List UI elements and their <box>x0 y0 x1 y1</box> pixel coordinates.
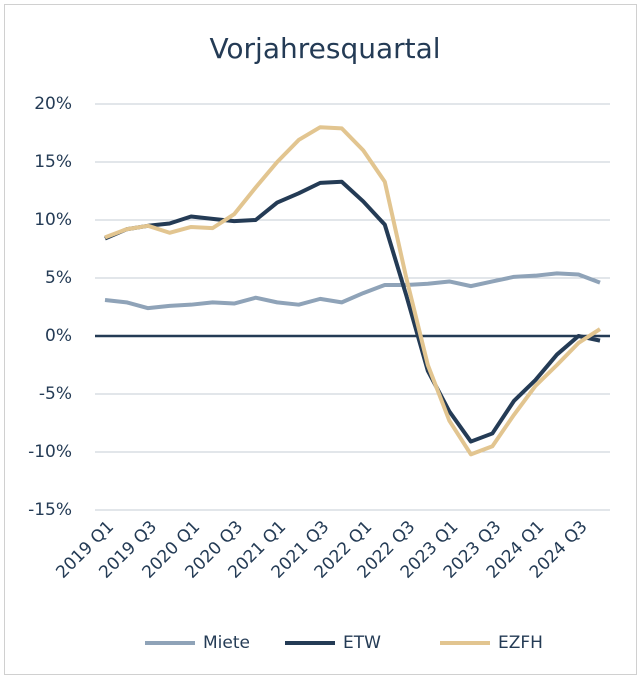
series-line <box>104 125 602 457</box>
chart-frame <box>4 4 637 675</box>
y-tick-label: 10% <box>34 210 72 230</box>
y-tick-label: 0% <box>45 326 72 346</box>
chart-title: Vorjahresquartal <box>209 32 440 65</box>
y-tick-label: 15% <box>34 152 72 172</box>
y-tick-label: -15% <box>28 500 72 520</box>
y-tick-label: 20% <box>34 94 72 114</box>
series-line <box>104 271 601 311</box>
y-tick-label: -5% <box>39 384 72 404</box>
y-tick-label: -10% <box>28 442 72 462</box>
series-line <box>104 179 601 444</box>
legend-label: ETW <box>343 633 381 653</box>
legend-label: EZFH <box>498 633 543 653</box>
legend-label: Miete <box>203 633 250 653</box>
y-tick-label: 5% <box>45 268 72 288</box>
